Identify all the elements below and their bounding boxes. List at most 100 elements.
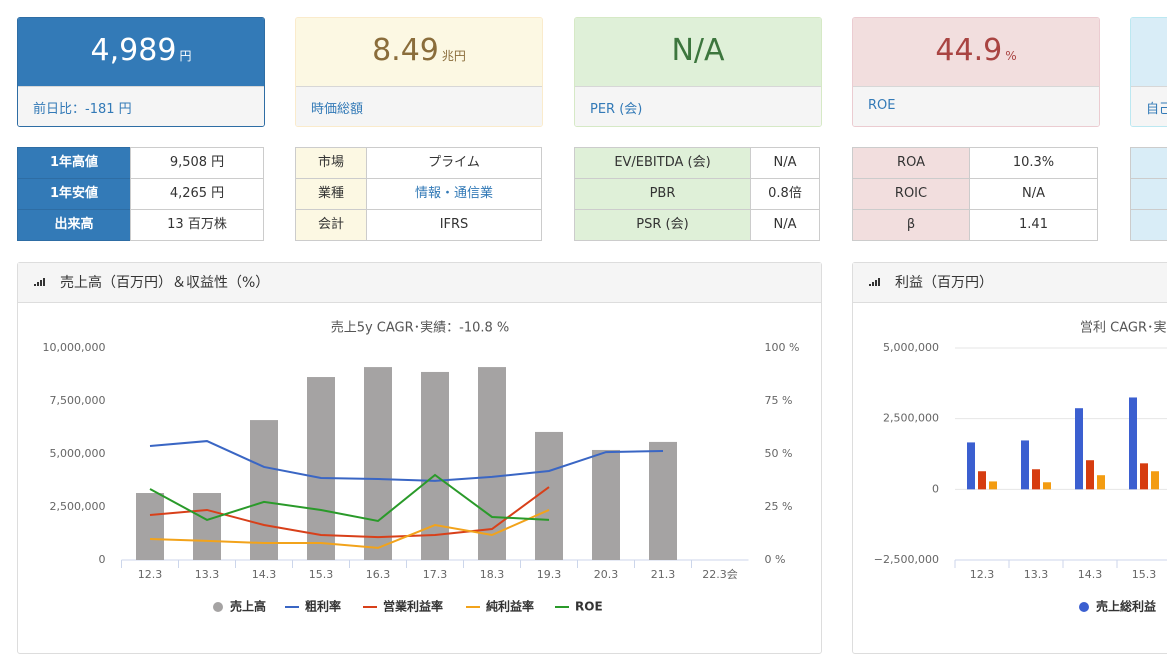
table-key: ROA bbox=[852, 147, 970, 179]
card-value-area: 8.49 兆円 bbox=[296, 18, 542, 86]
table-value: 13 百万株 bbox=[130, 209, 264, 241]
panel: 利益（百万円） bbox=[852, 262, 1167, 654]
x-tick-label: 15.3 bbox=[1132, 568, 1157, 581]
bar bbox=[535, 431, 563, 560]
x-tick-label: 14.3 bbox=[252, 568, 277, 581]
legend-label: 売上総利益 bbox=[1096, 599, 1156, 614]
y-tick-label: 50 % bbox=[765, 447, 793, 460]
x-tick-label: 22.3会 bbox=[702, 568, 738, 581]
bar bbox=[1032, 469, 1040, 490]
y-tick-label: 0 bbox=[99, 553, 106, 566]
table-key: 市場 bbox=[295, 147, 367, 179]
card-label: 前日比：-181 円 bbox=[18, 86, 264, 126]
table-key bbox=[1130, 147, 1167, 179]
panel: 売上高（百万円）＆収益性（%） bbox=[17, 262, 822, 654]
x-tick-label: 19.3 bbox=[537, 568, 562, 581]
y-tick-label: 10,000,000 bbox=[43, 341, 106, 354]
bar bbox=[592, 449, 620, 560]
panel-icon bbox=[872, 282, 874, 286]
x-tick-label: 16.3 bbox=[366, 568, 391, 581]
bar bbox=[307, 377, 335, 560]
bar bbox=[136, 493, 164, 560]
panel-icon bbox=[875, 280, 877, 286]
y-tick-label: 0 % bbox=[765, 553, 786, 566]
card-value-area bbox=[1131, 18, 1167, 86]
line bbox=[149, 509, 550, 549]
bar bbox=[250, 420, 278, 560]
chart-title: 売上5y CAGR･実績：-10.8 % bbox=[331, 320, 510, 336]
bar bbox=[1075, 408, 1083, 490]
card-value-area: 4,989 円 bbox=[18, 18, 264, 86]
x-tick-label: 12.3 bbox=[138, 568, 163, 581]
table-value: 1.41 bbox=[969, 209, 1098, 241]
table-key: 1年高値 bbox=[17, 147, 131, 179]
table-key: 会計 bbox=[295, 209, 367, 241]
panel-title: 売上高（百万円）＆収益性（%） bbox=[60, 275, 270, 291]
x-tick-label: 13.3 bbox=[1024, 568, 1049, 581]
stat-card: 自己 bbox=[1130, 17, 1167, 127]
table-key: 業種 bbox=[295, 178, 367, 210]
y-tick-label: 2,500,000 bbox=[883, 412, 939, 425]
bar bbox=[1097, 475, 1105, 490]
x-tick-label: 15.3 bbox=[309, 568, 334, 581]
table-key: ROIC bbox=[852, 178, 970, 210]
table-key bbox=[1130, 209, 1167, 241]
panel-icon bbox=[869, 284, 871, 286]
card-unit: % bbox=[1005, 49, 1017, 63]
table-key: PBR bbox=[574, 178, 751, 210]
chart-title: 営利 CAGR･実 bbox=[1080, 320, 1166, 336]
stat-card: 44.9% ROE bbox=[852, 17, 1100, 127]
x-tick-label: 13.3 bbox=[195, 568, 220, 581]
bar bbox=[1140, 463, 1148, 490]
stat-card: 8.49 兆円 時価総額 bbox=[295, 17, 543, 127]
panel-icon bbox=[43, 278, 45, 286]
card-label: 時価総額 bbox=[296, 86, 542, 126]
x-tick-label: 20.3 bbox=[594, 568, 619, 581]
card-unit: 兆円 bbox=[441, 49, 466, 63]
panel-icon bbox=[40, 280, 42, 286]
card-value-area: 44.9% bbox=[853, 18, 1099, 86]
legend-label: 粗利率 bbox=[305, 599, 341, 614]
y-tick-label: 5,000,000 bbox=[50, 447, 106, 460]
table-value: IFRS bbox=[366, 209, 542, 241]
y-tick-label: 5,000,000 bbox=[883, 341, 939, 354]
x-tick-label: 12.3 bbox=[970, 568, 995, 581]
legend-marker bbox=[213, 602, 223, 612]
bar bbox=[193, 493, 221, 560]
bar bbox=[1086, 460, 1094, 490]
y-tick-label: 7,500,000 bbox=[50, 394, 106, 407]
x-tick-label: 14.3 bbox=[1078, 568, 1103, 581]
bar bbox=[1151, 471, 1159, 490]
bar bbox=[649, 441, 677, 560]
bar bbox=[364, 367, 392, 560]
bar bbox=[989, 481, 997, 490]
y-tick-label: 100 % bbox=[765, 341, 800, 354]
y-tick-label: 25 % bbox=[765, 500, 793, 513]
card-value: 8.49 bbox=[372, 33, 439, 68]
card-value: 44.9 bbox=[935, 33, 1003, 68]
card-label: 自己 bbox=[1131, 86, 1167, 126]
card-unit: 円 bbox=[179, 49, 192, 63]
panel-header: 売上高（百万円）＆収益性（%） bbox=[18, 263, 821, 303]
panel-title: 利益（百万円） bbox=[895, 275, 993, 291]
panel-icon bbox=[878, 278, 880, 286]
line bbox=[149, 486, 550, 539]
card-value: N/A bbox=[671, 33, 725, 68]
y-tick-label: −2,500,000 bbox=[874, 553, 939, 566]
legend-label: 純利益率 bbox=[486, 599, 534, 614]
panel-icon bbox=[37, 282, 39, 286]
legend-label: 売上高 bbox=[230, 599, 266, 614]
bar bbox=[1129, 397, 1137, 490]
x-tick-label: 18.3 bbox=[480, 568, 505, 581]
x-tick-label: 21.3 bbox=[651, 568, 676, 581]
panel-header: 利益（百万円） bbox=[853, 263, 1167, 303]
y-tick-label: 75 % bbox=[765, 394, 793, 407]
legend-marker bbox=[1079, 602, 1089, 612]
bar bbox=[1043, 482, 1051, 490]
stat-card: 4,989 円前日比：-181 円 bbox=[17, 17, 265, 127]
line bbox=[149, 440, 664, 482]
table-value: N/A bbox=[750, 209, 820, 241]
card-label: ROE bbox=[853, 86, 1099, 126]
